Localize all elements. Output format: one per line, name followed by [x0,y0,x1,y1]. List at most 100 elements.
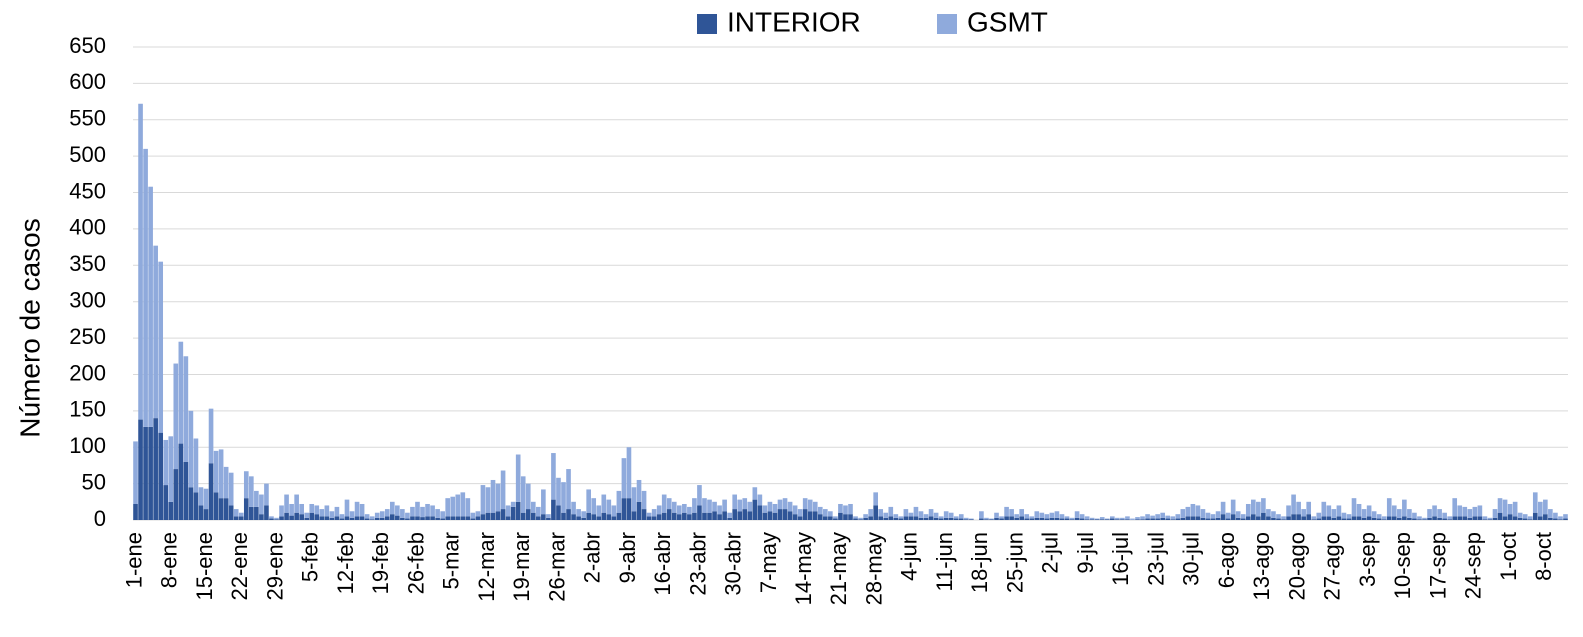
bar-segment [1366,516,1372,520]
x-tick-label: 8-oct [1531,532,1556,581]
bar-segment [1019,516,1025,520]
bar-segment [1467,509,1473,518]
bar-segment [812,501,818,512]
bar-segment [1522,518,1528,520]
bar-segment [389,514,395,520]
bar-segment [666,498,672,510]
bar-segment [299,514,304,520]
bar-segment [279,516,284,520]
bar-segment [651,509,657,517]
bar-segment [1437,509,1442,518]
bar-segment [767,511,773,520]
x-tick-label: 21-may [826,532,851,605]
bar-segment [1558,519,1563,520]
bar-segment [1397,517,1402,520]
bar-segment [571,514,576,520]
bar-segment [1140,519,1145,520]
bar-segment [948,512,954,518]
bar-segment [314,505,320,515]
bar-segment [979,511,984,519]
bar-segment [666,509,672,520]
bar-segment [546,514,551,518]
bar-segment [1009,509,1014,517]
bar-segment [520,512,526,520]
y-tick-label: 450 [69,178,106,203]
bar-segment [1029,518,1035,520]
bar-segment [284,494,289,513]
bar-segment [903,509,909,517]
bar-segment [1422,519,1427,520]
bar-segment [581,517,586,520]
bar-segment [1145,518,1150,520]
bar-segment [1553,518,1558,520]
bar-segment [505,505,511,517]
bar-segment [1537,516,1543,520]
bar-segment [1004,506,1009,517]
x-tick-label: 14-may [791,532,816,605]
bar-segment [530,512,536,520]
bar-segment [1165,515,1171,519]
bar-segment [1115,519,1120,520]
bar-segment [772,512,778,520]
bar-segment [1115,517,1120,520]
bar-segment [1548,509,1553,518]
bar-segment [817,514,823,520]
bar-segment [530,501,536,513]
bar-segment [651,516,657,520]
bar-segment [1019,509,1025,517]
bar-segment [279,505,284,517]
bar-segment [702,512,707,520]
bar-segment [495,511,501,520]
bar-segment [661,494,667,513]
x-tick-label: 17-sep [1425,532,1450,599]
y-axis-title: Número de casos [14,218,45,437]
x-tick-label: 11-jun [932,532,957,592]
bar-segment [183,461,189,520]
bar-segment [1054,517,1060,520]
bar-segment [1391,516,1397,520]
bar-segment [1120,519,1125,520]
bar-segment [223,498,229,520]
bar-segment [1044,518,1050,520]
bar-segment [1346,514,1352,519]
bar-segment [828,511,833,517]
bar-segment [676,514,682,520]
bar-segment [541,514,546,520]
bar-segment [1125,516,1130,520]
bar-segment [742,498,748,510]
bar-segment [1381,516,1387,520]
bar-segment [757,494,763,506]
bar-segment [163,485,169,520]
bar-segment [1376,514,1382,519]
bar-segment [1517,512,1523,518]
x-tick-label: 1-ene [121,532,146,588]
bar-segment [249,476,254,507]
bar-segment [1140,516,1145,520]
x-tick-label: 16-abr [650,532,675,596]
x-tick-label: 22-ene [227,532,252,601]
bar-segment [656,514,662,520]
bar-segment [1230,514,1236,520]
bar-segment [490,512,496,520]
bar-segment [888,506,894,517]
bar-segment [1034,517,1040,520]
bar-segment [1190,503,1196,517]
bar-segment [223,466,229,499]
bar-segment [1195,516,1201,520]
bar-segment [958,514,964,519]
bar-segment [1240,514,1246,519]
bar-segment [249,506,254,520]
bar-segment [1457,516,1463,520]
bar-segment [1044,514,1050,519]
bar-segment [1175,518,1181,520]
bar-segment [823,516,828,520]
bar-segment [1225,518,1231,520]
bar-segment [1502,516,1508,520]
bar-segment [576,509,581,517]
bar-segment [1402,516,1407,520]
bar-segment [1074,517,1080,520]
bar-segment [918,511,924,518]
bar-segment [953,516,959,519]
bar-segment [1296,501,1301,515]
